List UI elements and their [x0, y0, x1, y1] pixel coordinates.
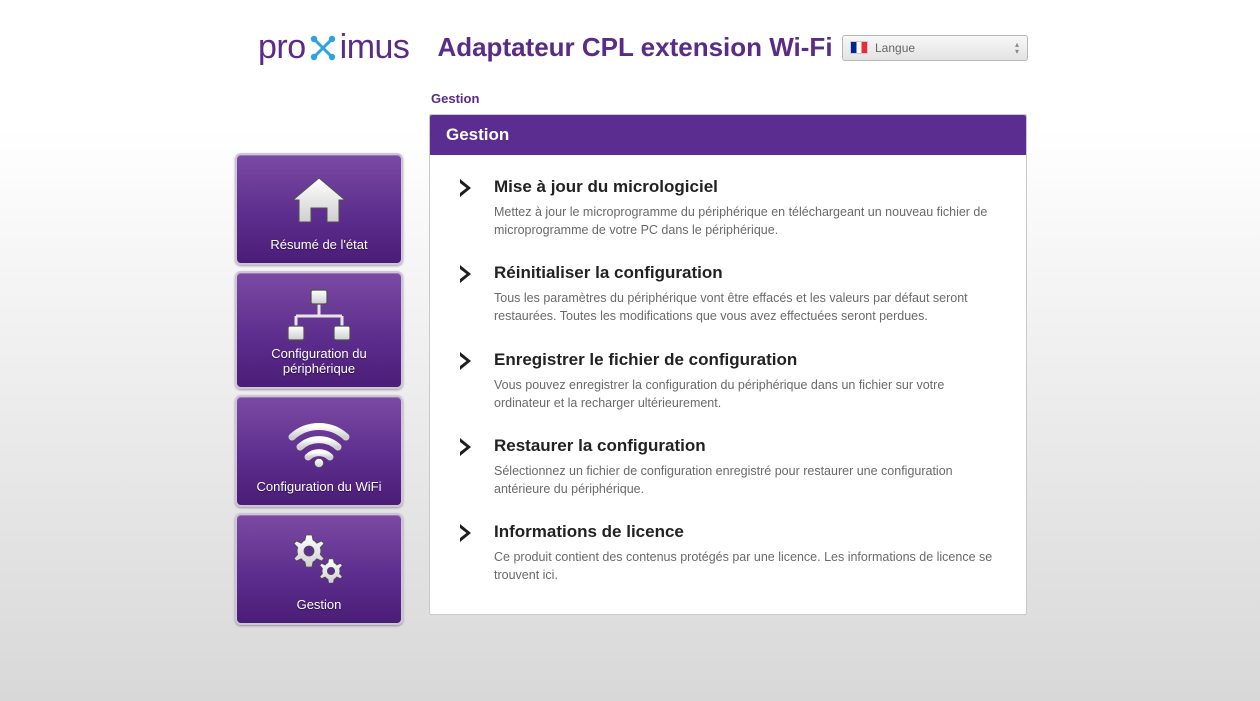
- home-icon: [287, 174, 351, 228]
- list-item: Réinitialiser la configuration Tous les …: [456, 263, 1000, 325]
- sidebar: Résumé de l'état: [235, 153, 405, 625]
- gears-icon: [287, 533, 351, 589]
- chevron-right-icon: [456, 436, 478, 498]
- sidebar-item-wifi-config[interactable]: Configuration du WiFi: [235, 395, 403, 507]
- panel-title: Gestion: [430, 115, 1026, 155]
- item-firmware-update[interactable]: Mise à jour du micrologiciel: [494, 177, 1000, 197]
- chevron-right-icon: [456, 350, 478, 412]
- list-item: Restaurer la configuration Sélectionnez …: [456, 436, 1000, 498]
- language-label: Langue: [875, 41, 915, 55]
- item-desc: Mettez à jour le microprogramme du périp…: [494, 203, 1000, 239]
- item-desc: Vous pouvez enregistrer la configuration…: [494, 376, 1000, 412]
- sidebar-item-status[interactable]: Résumé de l'état: [235, 153, 403, 265]
- sidebar-item-label: Gestion: [297, 598, 342, 613]
- breadcrumb: Gestion: [431, 91, 1027, 106]
- sidebar-item-label: Configuration du WiFi: [257, 480, 382, 495]
- item-desc: Sélectionnez un fichier de configuration…: [494, 462, 1000, 498]
- item-license-info[interactable]: Informations de licence: [494, 522, 1000, 542]
- wifi-icon: [284, 417, 354, 469]
- list-item: Informations de licence Ce produit conti…: [456, 522, 1000, 584]
- item-desc: Tous les paramètres du périphérique vont…: [494, 289, 1000, 325]
- chevron-right-icon: [456, 177, 478, 239]
- item-desc: Ce produit contient des contenus protégé…: [494, 548, 1000, 584]
- network-icon: [284, 286, 354, 342]
- sidebar-item-label: Configuration du périphérique: [243, 347, 395, 377]
- chevron-right-icon: [456, 263, 478, 325]
- list-item: Enregistrer le fichier de configuration …: [456, 350, 1000, 412]
- sidebar-item-management[interactable]: Gestion: [235, 513, 403, 625]
- list-item: Mise à jour du micrologiciel Mettez à jo…: [456, 177, 1000, 239]
- page-title: Adaptateur CPL extension Wi-Fi: [437, 32, 842, 63]
- updown-chevron-icon: ▴▾: [1015, 40, 1019, 56]
- sidebar-item-device-config[interactable]: Configuration du périphérique: [235, 271, 403, 389]
- brand-logo: pro imus: [258, 28, 409, 67]
- chevron-right-icon: [456, 522, 478, 584]
- panel: Gestion Mise à jour du micrologiciel Met…: [429, 114, 1027, 615]
- sidebar-item-label: Résumé de l'état: [270, 238, 367, 253]
- item-restore-config[interactable]: Restaurer la configuration: [494, 436, 1000, 456]
- logo-glyph-icon: [308, 33, 338, 63]
- item-reset-config[interactable]: Réinitialiser la configuration: [494, 263, 1000, 283]
- item-save-config[interactable]: Enregistrer le fichier de configuration: [494, 350, 1000, 370]
- flag-fr-icon: [851, 42, 867, 53]
- language-select[interactable]: Langue ▴▾: [842, 35, 1028, 61]
